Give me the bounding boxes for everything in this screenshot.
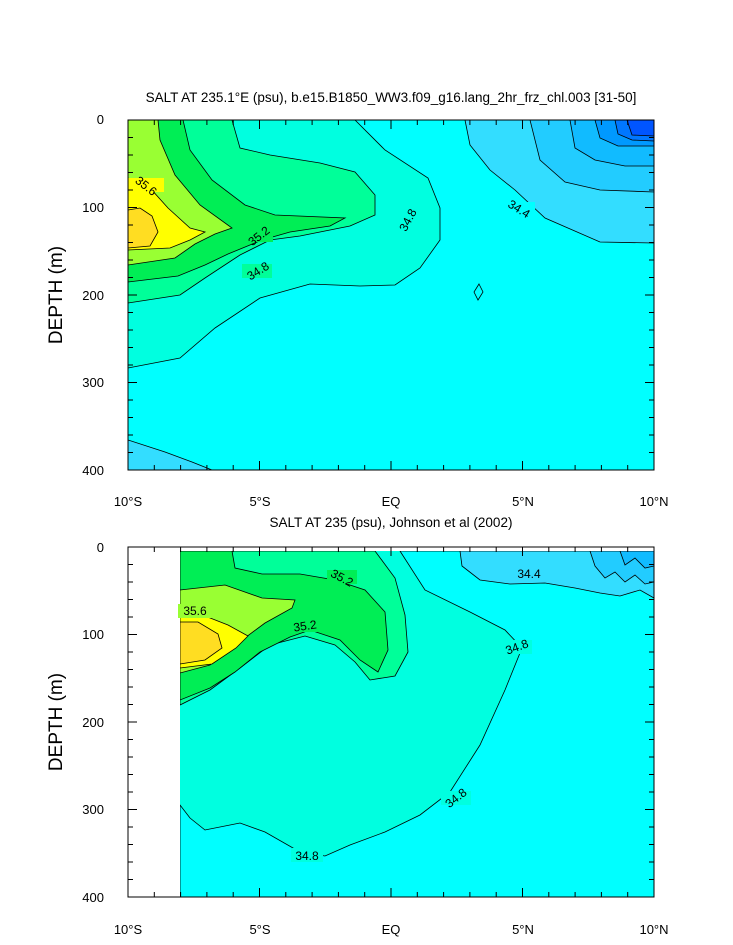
panel2-x-tick-labels: 10°S 5°S EQ 5°N 10°N: [114, 922, 669, 937]
panel2-ytick-200: 200: [82, 715, 104, 730]
panel2-contour-label-34.8c: 34.8: [295, 849, 319, 863]
panel1-xtick-10N: 10°N: [639, 494, 668, 509]
panel2-xtick-EQ: EQ: [382, 922, 401, 937]
panel1-ytick-400: 400: [82, 463, 104, 478]
panel1-y-tick-labels: 0 100 200 300 400: [82, 112, 104, 478]
panel1-y-axis-label: DEPTH (m): [46, 246, 67, 344]
panel1-xtick-5S: 5°S: [249, 494, 270, 509]
panel2-contour-fills: [180, 551, 654, 897]
panel1-axis-ticks: [127, 119, 655, 471]
panel2-label-bg-2: [178, 604, 212, 618]
panel2-ytick-300: 300: [82, 802, 104, 817]
panel2-contour-label-35.2b: 35.2: [292, 617, 317, 634]
panel2-y-axis-label: DEPTH (m): [46, 673, 67, 771]
panel2-ytick-0: 0: [97, 540, 104, 555]
panel2-y-tick-labels: 0 100 200 300 400: [82, 540, 104, 905]
panel2-axis-ticks: [127, 546, 655, 898]
panel2-label-bg-6: [441, 791, 471, 805]
panel2-xtick-10N: 10°N: [639, 922, 668, 937]
panel2-missing-data-area: [129, 551, 180, 897]
panel1-ytick-200: 200: [82, 288, 104, 303]
panel2-contour-label-34.4: 34.4: [517, 567, 541, 581]
panel2-xtick-5N: 5°N: [512, 922, 534, 937]
panel2-contour-label-35.6: 35.6: [183, 604, 207, 618]
panel1-ytick-0: 0: [97, 112, 104, 127]
panel1-label-bg-5: [503, 202, 535, 216]
panel1-xtick-10S: 10°S: [114, 494, 143, 509]
panel1-x-tick-labels: 10°S 5°S EQ 5°N 10°N: [114, 494, 669, 509]
panel2-contour-labels: 35.2 35.6 35.2 34.8 34.4 34.8 34.8: [178, 566, 545, 863]
panel1-xtick-EQ: EQ: [382, 494, 401, 509]
panel2-label-bg-4: [502, 640, 532, 654]
panel2-ytick-100: 100: [82, 627, 104, 642]
panel2-fill-34.6-deep: [180, 551, 654, 897]
panel1-title: SALT AT 235.1°E (psu), b.e15.B1850_WW3.f…: [146, 90, 637, 105]
panel1-fill-34.4-deep: [128, 439, 213, 470]
panel1-ytick-100: 100: [82, 200, 104, 215]
panel2-title: SALT AT 235 (psu), Johnson et al (2002): [270, 515, 513, 530]
panel1-label-bg-3: [242, 264, 272, 278]
panel1-small-contour: [473, 283, 484, 301]
observed-salinity-panel: SALT AT 235 (psu), Johnson et al (2002) …: [46, 515, 669, 937]
panel1-fill-33.4: [626, 120, 654, 137]
panel1-xtick-5N: 5°N: [512, 494, 534, 509]
panel2-label-bg-7: [291, 848, 323, 862]
panel2-ytick-400: 400: [82, 890, 104, 905]
panel2-label-bg-3: [290, 618, 320, 632]
panel1-ytick-300: 300: [82, 375, 104, 390]
panel1-label-bg-2: [245, 228, 273, 242]
panel1-label-bg-4: [394, 212, 422, 226]
model-salinity-panel: SALT AT 235.1°E (psu), b.e15.B1850_WW3.f…: [46, 90, 669, 509]
panel2-label-bg-1: [327, 570, 357, 584]
panel2-xtick-5S: 5°S: [249, 922, 270, 937]
panel1-label-bg-1: [128, 178, 164, 192]
panel2-xtick-10S: 10°S: [114, 922, 143, 937]
panel2-label-bg-5: [513, 567, 545, 581]
panel2-fill-34.0: [619, 551, 654, 569]
panel2-fill-35.8: [180, 621, 223, 665]
panel1-fill-35.8: [128, 207, 159, 249]
panel1-contour-fills: [128, 120, 654, 470]
